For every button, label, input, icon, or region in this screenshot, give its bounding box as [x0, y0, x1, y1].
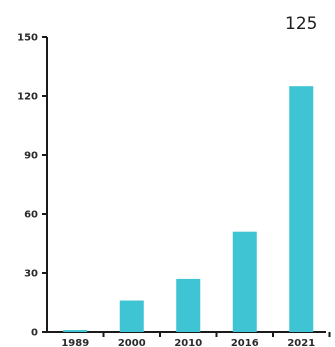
x-tick-label-2021: 2021 — [287, 338, 315, 347]
y-tick-label: 120 — [17, 92, 38, 103]
x-tick-label-1989: 1989 — [61, 338, 89, 347]
y-tick-label: 150 — [17, 33, 38, 44]
x-ticks: 1989 2000 2010 2016 2021 — [61, 332, 331, 347]
x-tick-label-2000: 2000 — [118, 338, 146, 347]
y-axis: 0 30 60 90 120 150 — [17, 33, 48, 339]
y-tick-label: 60 — [24, 210, 38, 221]
y-tick-label: 90 — [24, 151, 38, 162]
bar-2010 — [176, 278, 201, 332]
annotations: 125 — [285, 14, 317, 34]
bars — [63, 86, 314, 333]
bar-2000 — [119, 300, 144, 332]
y-tick-label: 30 — [24, 269, 38, 280]
y-ticks: 0 30 60 90 120 150 — [17, 33, 47, 339]
x-tick-label-2010: 2010 — [174, 338, 202, 347]
x-tick-label-2016: 2016 — [231, 338, 259, 347]
bar-1989 — [63, 330, 88, 332]
y-tick-label: 0 — [31, 328, 38, 339]
data-label-2021: 125 — [285, 14, 317, 34]
bar-2016 — [232, 231, 257, 332]
bar-2021 — [289, 86, 314, 333]
x-axis: 1989 2000 2010 2016 2021 — [47, 331, 331, 347]
